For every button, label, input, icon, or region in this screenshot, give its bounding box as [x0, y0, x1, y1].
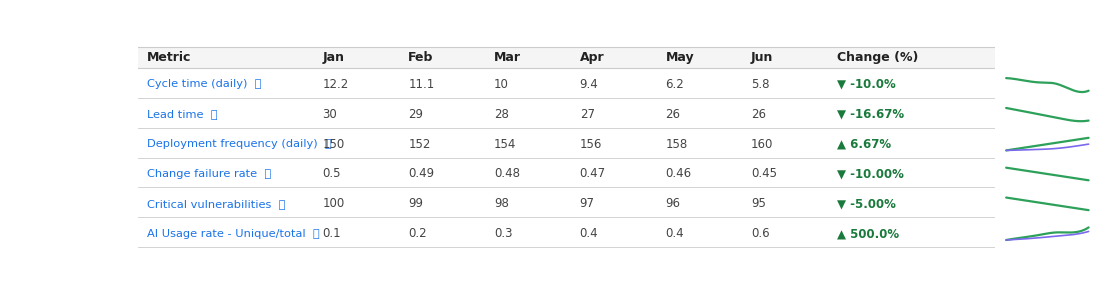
Text: 30: 30: [323, 108, 337, 121]
Text: 0.48: 0.48: [494, 168, 520, 181]
Text: 154: 154: [494, 138, 517, 151]
Text: 9.4: 9.4: [580, 78, 598, 91]
Text: 156: 156: [580, 138, 602, 151]
Text: 0.49: 0.49: [408, 168, 435, 181]
Text: 5.8: 5.8: [751, 78, 770, 91]
Text: 152: 152: [408, 138, 430, 151]
Text: 100: 100: [323, 197, 345, 210]
Text: 0.1: 0.1: [323, 227, 341, 240]
Text: 0.3: 0.3: [494, 227, 512, 240]
Text: 26: 26: [666, 108, 680, 121]
Text: Jun: Jun: [751, 51, 773, 64]
Text: 26: 26: [751, 108, 766, 121]
Text: ▼ -10.00%: ▼ -10.00%: [837, 168, 904, 181]
Text: Change failure rate  ⓘ: Change failure rate ⓘ: [147, 169, 271, 179]
Text: May: May: [666, 51, 695, 64]
Text: 0.5: 0.5: [323, 168, 341, 181]
Text: 97: 97: [580, 197, 595, 210]
Text: Deployment frequency (daily)  ⓘ: Deployment frequency (daily) ⓘ: [147, 139, 332, 149]
Text: ▲ 6.67%: ▲ 6.67%: [837, 138, 891, 151]
Text: 0.4: 0.4: [666, 227, 684, 240]
Text: ▼ -16.67%: ▼ -16.67%: [837, 108, 904, 121]
Text: ▲ 500.0%: ▲ 500.0%: [837, 227, 899, 240]
Text: Change (%): Change (%): [837, 51, 918, 64]
Text: 150: 150: [323, 138, 345, 151]
Text: Critical vulnerabilities  ⓘ: Critical vulnerabilities ⓘ: [147, 199, 285, 209]
Text: Feb: Feb: [408, 51, 434, 64]
Text: 0.6: 0.6: [751, 227, 770, 240]
Text: 158: 158: [666, 138, 688, 151]
Text: 6.2: 6.2: [666, 78, 685, 91]
Text: 0.46: 0.46: [666, 168, 691, 181]
Text: 0.47: 0.47: [580, 168, 606, 181]
Text: ▼ -10.0%: ▼ -10.0%: [837, 78, 896, 91]
Text: 99: 99: [408, 197, 424, 210]
Text: 160: 160: [751, 138, 773, 151]
Text: AI Usage rate - Unique/total  ⓘ: AI Usage rate - Unique/total ⓘ: [147, 229, 320, 239]
Text: 28: 28: [494, 108, 509, 121]
Text: 12.2: 12.2: [323, 78, 348, 91]
Text: 0.45: 0.45: [751, 168, 778, 181]
Text: Metric: Metric: [147, 51, 191, 64]
Text: 0.2: 0.2: [408, 227, 427, 240]
Text: ▼ -5.00%: ▼ -5.00%: [837, 197, 896, 210]
Text: Jan: Jan: [323, 51, 345, 64]
Text: Apr: Apr: [580, 51, 604, 64]
Text: 27: 27: [580, 108, 595, 121]
Bar: [138, 47, 995, 68]
Text: 29: 29: [408, 108, 424, 121]
Text: Cycle time (daily)  ⓘ: Cycle time (daily) ⓘ: [147, 79, 261, 89]
Text: 11.1: 11.1: [408, 78, 435, 91]
Text: Mar: Mar: [494, 51, 521, 64]
Text: 95: 95: [751, 197, 766, 210]
Text: 98: 98: [494, 197, 509, 210]
Text: 0.4: 0.4: [580, 227, 598, 240]
Text: 10: 10: [494, 78, 509, 91]
Text: Lead time  ⓘ: Lead time ⓘ: [147, 109, 218, 119]
Text: 96: 96: [666, 197, 680, 210]
